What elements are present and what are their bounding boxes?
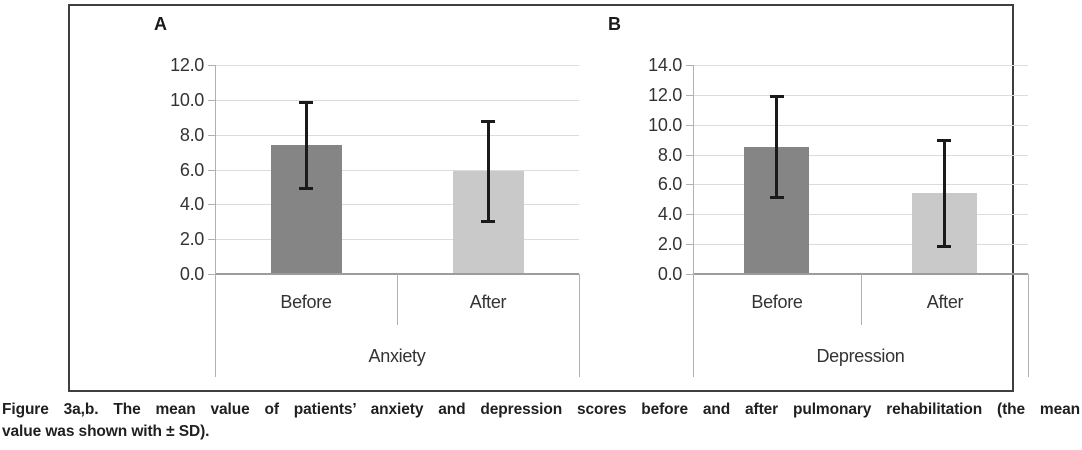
category-label: Before xyxy=(751,292,803,312)
error-bar-line xyxy=(943,140,946,247)
gridline xyxy=(215,65,579,66)
y-axis-tick xyxy=(208,239,215,240)
caption-line-2: value was shown with ± SD). xyxy=(2,423,210,440)
category-axis-right-line xyxy=(579,274,580,377)
y-tick-label: 8.0 xyxy=(657,145,682,165)
y-tick-label: 4.0 xyxy=(179,194,204,214)
error-bar-cap-top xyxy=(299,101,313,104)
y-tick-label: 0.0 xyxy=(179,264,204,284)
y-axis-tick xyxy=(686,155,693,156)
gridline xyxy=(215,100,579,101)
error-bar-line xyxy=(305,102,308,189)
axis-group-label: Anxiety xyxy=(368,346,426,366)
error-bar-cap-bottom xyxy=(299,187,313,190)
error-bar-cap-bottom xyxy=(481,220,495,223)
y-tick-label: 14.0 xyxy=(648,55,682,75)
gridline xyxy=(693,244,1028,245)
y-tick-label: 6.0 xyxy=(179,160,204,180)
gridline xyxy=(215,135,579,136)
y-tick-label: 4.0 xyxy=(657,204,682,224)
y-axis-line xyxy=(693,65,694,377)
category-divider-line xyxy=(861,274,862,325)
figure-caption: Figure 3a,b. The mean value of patients’… xyxy=(2,399,1080,443)
y-axis-tick xyxy=(686,65,693,66)
gridline xyxy=(693,95,1028,96)
y-axis-tick xyxy=(686,125,693,126)
y-tick-label: 2.0 xyxy=(179,229,204,249)
chart-panel-b: B 2.0 4.0 6.0 8.0 10.0 12.0 14.0 0.0 Before After D… xyxy=(70,6,1029,390)
y-axis-tick xyxy=(208,100,215,101)
category-label: After xyxy=(469,292,507,312)
category-label: After xyxy=(926,292,964,312)
error-bar-line xyxy=(775,96,778,198)
error-bar-cap-top xyxy=(481,120,495,123)
panel-label: A xyxy=(154,14,168,34)
gridline xyxy=(693,214,1028,215)
y-tick-label: 12.0 xyxy=(170,55,204,75)
chart-panel-a: A 2.0 4.0 6.0 8.0 10.0 12.0 0.0 Before After Anxie… xyxy=(70,6,1012,390)
y-tick-label: 6.0 xyxy=(657,174,682,194)
gridline xyxy=(215,204,579,205)
category-label: Before xyxy=(280,292,332,312)
panel-label: B xyxy=(608,14,622,34)
error-bar-cap-top xyxy=(937,139,951,142)
y-axis-line xyxy=(215,65,216,377)
x-axis-baseline xyxy=(693,273,1028,275)
gridline xyxy=(693,155,1028,156)
error-bar-cap-bottom xyxy=(770,196,784,199)
gridline xyxy=(215,239,579,240)
error-bar-cap-top xyxy=(770,95,784,98)
y-axis-tick xyxy=(208,204,215,205)
y-axis-tick xyxy=(208,274,215,275)
y-tick-label: 12.0 xyxy=(648,85,682,105)
y-tick-label: 10.0 xyxy=(648,115,682,135)
error-bar-cap-bottom xyxy=(937,245,951,248)
y-axis-tick xyxy=(686,274,693,275)
axis-group-label: Depression xyxy=(816,346,905,366)
y-axis-tick xyxy=(208,135,215,136)
y-axis-tick xyxy=(686,95,693,96)
gridline xyxy=(693,184,1028,185)
gridline xyxy=(215,170,579,171)
caption-line-1: Figure 3a,b. The mean value of patients’… xyxy=(2,401,1080,418)
gridline xyxy=(693,65,1028,66)
category-axis-right-line xyxy=(1028,274,1029,377)
error-bar-line xyxy=(487,121,490,222)
y-tick-label: 8.0 xyxy=(179,125,204,145)
y-axis-tick xyxy=(686,214,693,215)
y-axis-tick xyxy=(208,170,215,171)
y-axis-tick xyxy=(686,184,693,185)
y-tick-label: 2.0 xyxy=(657,234,682,254)
figure-frame: A 2.0 4.0 6.0 8.0 10.0 12.0 0.0 Before After Anxie… xyxy=(68,4,1029,392)
category-divider-line xyxy=(397,274,398,325)
gridline xyxy=(693,125,1028,126)
y-axis-tick xyxy=(208,65,215,66)
y-tick-label: 0.0 xyxy=(657,264,682,284)
y-axis-tick xyxy=(686,244,693,245)
y-tick-label: 10.0 xyxy=(170,90,204,110)
